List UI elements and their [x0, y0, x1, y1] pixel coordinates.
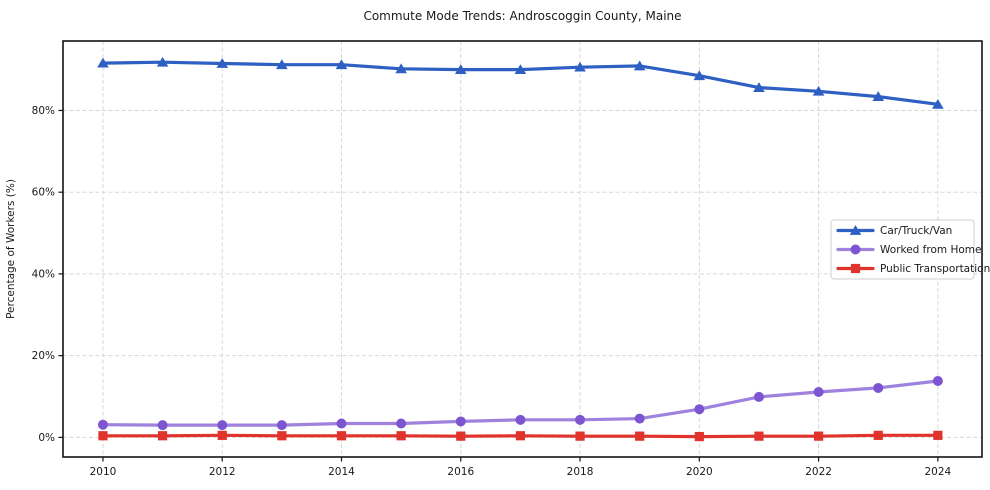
- legend-label: Worked from Home: [880, 244, 981, 256]
- legend: Car/Truck/Van Worked from Home Public Tran…: [830, 219, 990, 280]
- data-point: [157, 431, 168, 441]
- data-point: [873, 430, 883, 440]
- legend-item-car-truck-van: Car/Truck/Van: [836, 225, 952, 237]
- x-tick-label: 2020: [686, 466, 713, 478]
- data-point: [98, 431, 108, 441]
- x-tick-label: 2014: [328, 466, 355, 478]
- data-point: [217, 430, 227, 440]
- data-point: [813, 431, 824, 441]
- data-point: [97, 57, 109, 68]
- data-point: [933, 430, 943, 440]
- chart-title: Commute Mode Trends: Androscoggin County…: [363, 9, 682, 23]
- data-point: [336, 431, 347, 441]
- data-point: [694, 431, 704, 442]
- data-point: [276, 420, 287, 431]
- data-point: [217, 420, 228, 431]
- x-tick-label: 2010: [90, 466, 117, 478]
- legend-box: [830, 219, 975, 280]
- y-tick-label: 20%: [32, 350, 55, 362]
- data-point: [335, 59, 348, 70]
- data-point: [515, 431, 526, 441]
- y-tick-label: 60%: [32, 187, 55, 199]
- data-point: [873, 382, 884, 393]
- data-point: [694, 404, 705, 415]
- legend-label: Car/Truck/Van: [880, 225, 952, 237]
- data-point: [157, 420, 168, 431]
- data-point: [514, 64, 527, 75]
- data-point: [753, 82, 765, 92]
- y-tick-label: 80%: [32, 105, 55, 117]
- data-point: [456, 431, 466, 441]
- data-point: [515, 414, 526, 425]
- data-point: [276, 59, 288, 70]
- series-worked-from-home: [97, 375, 943, 431]
- data-point: [396, 431, 406, 441]
- data-point: [277, 431, 287, 441]
- series-car-truck-van: [97, 56, 944, 109]
- legend-item-worked-from-home: Worked from Home: [836, 244, 981, 256]
- data-point: [454, 64, 467, 75]
- y-tick-label: 40%: [32, 268, 55, 280]
- data-point: [97, 419, 108, 430]
- legend-label: Public Transportation: [880, 263, 990, 275]
- data-point: [753, 391, 764, 402]
- x-tick-label: 2018: [567, 466, 594, 478]
- plot-border: [62, 40, 983, 458]
- data-point: [574, 61, 586, 72]
- series-public-transportation: [98, 430, 943, 442]
- legend-marker-circle: [850, 244, 861, 255]
- y-axis-label: Percentage of Workers (%): [5, 179, 17, 319]
- data-point: [813, 387, 824, 398]
- data-point: [634, 413, 645, 424]
- data-point: [635, 431, 645, 441]
- legend-marker-square: [850, 263, 861, 274]
- data-point: [575, 431, 585, 441]
- data-point: [932, 375, 943, 386]
- data-point: [455, 416, 466, 427]
- data-point: [932, 98, 944, 109]
- x-tick-label: 2012: [209, 466, 236, 478]
- x-tick-label: 2022: [805, 466, 832, 478]
- data-point: [396, 418, 407, 429]
- legend-marker-triangle: [849, 225, 862, 235]
- data-point: [156, 56, 169, 67]
- data-point: [872, 91, 885, 101]
- data-point: [754, 431, 764, 441]
- data-point: [575, 414, 586, 425]
- legend-item-public-transportation: Public Transportation: [836, 263, 990, 275]
- data-point: [216, 58, 229, 68]
- y-tick-label: 0%: [38, 432, 55, 444]
- x-tick-label: 2016: [447, 466, 474, 478]
- data-point: [336, 418, 347, 429]
- data-point: [633, 60, 646, 71]
- data-point: [812, 85, 825, 96]
- data-point: [395, 63, 407, 74]
- x-tick-label: 2024: [925, 466, 952, 478]
- data-point: [693, 70, 706, 81]
